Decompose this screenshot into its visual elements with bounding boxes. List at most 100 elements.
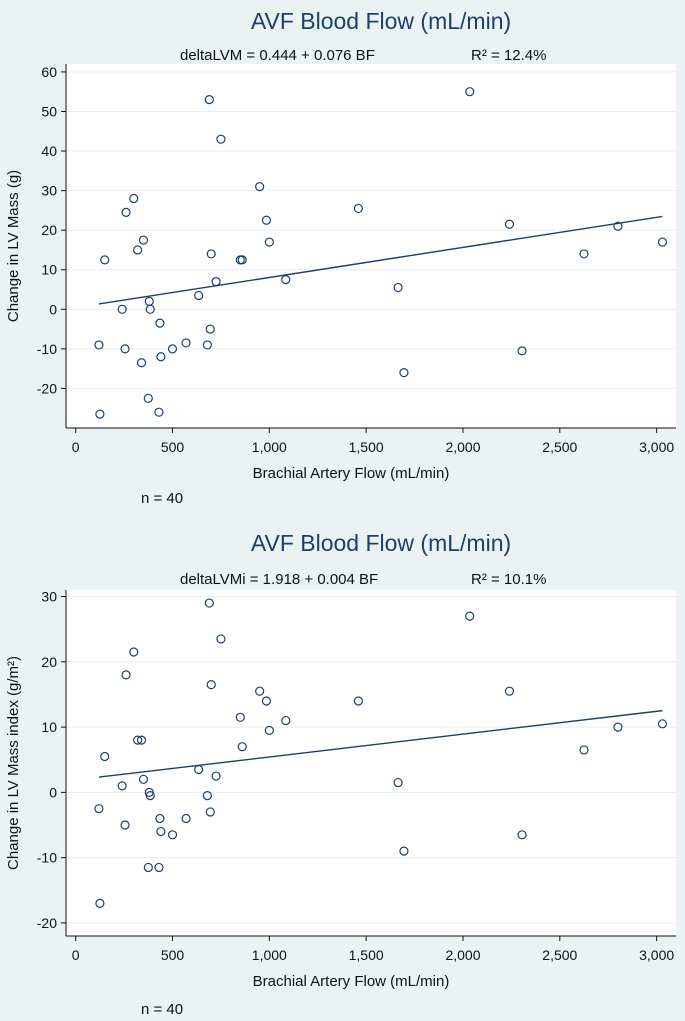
data-point (204, 95, 214, 105)
y-tick-label: 30 (41, 183, 57, 199)
data-point (465, 87, 475, 97)
data-point (117, 304, 127, 314)
regression-equation: deltaLVMi = 1.918 + 0.004 BF (180, 571, 378, 588)
data-point (264, 237, 274, 247)
y-tick-label: 50 (41, 103, 57, 119)
data-point (281, 715, 291, 726)
data-point (517, 346, 527, 356)
data-point (121, 670, 131, 680)
chart-title: AVF Blood Flow (mL/min) (251, 530, 511, 556)
data-point (94, 340, 104, 350)
chart-panel-1: AVF Blood Flow (mL/min) deltaLVM = 0.444 … (5, 8, 676, 507)
x-tick-label: 2,500 (542, 947, 577, 963)
y-tick-label: -10 (37, 341, 57, 357)
data-point (133, 735, 143, 745)
data-point (281, 275, 291, 285)
data-point (155, 813, 165, 824)
data-point (167, 830, 178, 840)
regression-equation: deltaLVM = 0.444 + 0.076 BF (180, 47, 375, 64)
data-point (138, 774, 149, 784)
data-point (579, 745, 589, 755)
data-point (216, 134, 226, 144)
fit-line (98, 215, 663, 305)
data-point (100, 751, 110, 762)
data-point (261, 215, 272, 225)
chart-panel-2: AVF Blood Flow (mL/min) deltaLVMi = 1.918… (5, 530, 676, 1018)
y-tick-label: 30 (41, 589, 57, 605)
x-tick-label: 500 (161, 947, 185, 963)
data-point (264, 725, 274, 735)
x-tick-label: 2,500 (542, 439, 577, 455)
data-point (657, 237, 668, 247)
data-point (136, 735, 147, 745)
data-point (205, 324, 215, 334)
x-axis-label: Brachial Artery Flow (mL/min) (253, 465, 450, 482)
r-squared-label: R² = 10.1% (471, 571, 546, 588)
y-tick-label: 10 (41, 719, 57, 735)
data-point (393, 282, 403, 293)
x-tick-label: 1,000 (252, 439, 287, 455)
x-tick-label: 2,000 (445, 439, 480, 455)
sample-size-label: n = 40 (141, 490, 183, 507)
data-point (100, 255, 110, 265)
data-point (504, 219, 515, 229)
fit-line (98, 709, 663, 778)
data-point (261, 696, 272, 706)
data-point (136, 358, 147, 368)
y-tick-label: -20 (37, 915, 57, 931)
data-point (94, 804, 104, 814)
plot-area (66, 64, 676, 428)
data-point (194, 764, 204, 775)
y-tick-label: 20 (41, 222, 57, 238)
data-point (211, 277, 221, 287)
y-tick-label: -10 (37, 850, 57, 866)
data-point (129, 647, 139, 657)
y-axis-label: Change in LV Mass index (g/m²) (5, 656, 22, 870)
data-point (145, 304, 155, 314)
data-point (255, 182, 265, 192)
x-tick-label: 1,500 (349, 947, 384, 963)
data-point (657, 719, 668, 729)
data-point (154, 862, 164, 873)
y-tick-label: 20 (41, 654, 57, 670)
data-point (181, 813, 191, 824)
data-point (613, 221, 623, 231)
data-point (255, 686, 265, 696)
x-tick-label: 1,500 (349, 439, 384, 455)
data-point (95, 898, 105, 908)
y-tick-label: 10 (41, 262, 57, 278)
data-point (202, 340, 212, 350)
data-point (167, 344, 178, 354)
data-point (216, 634, 226, 644)
x-tick-label: 0 (72, 439, 80, 455)
x-tick-label: 500 (161, 439, 185, 455)
data-point (237, 255, 247, 265)
y-tick-label: 0 (49, 784, 57, 800)
x-tick-label: 0 (72, 947, 80, 963)
data-point (138, 235, 149, 245)
data-point (154, 407, 164, 417)
data-point (120, 820, 130, 830)
data-point (206, 249, 216, 259)
data-point (237, 742, 247, 752)
data-point (399, 368, 409, 378)
data-point (353, 203, 364, 214)
x-tick-label: 1,000 (252, 947, 287, 963)
data-point (145, 791, 155, 801)
x-tick-label: 3,000 (639, 947, 674, 963)
data-point (399, 846, 409, 856)
y-axis-label: Change in LV Mass (g) (5, 170, 22, 322)
data-point (194, 290, 204, 301)
data-point (613, 722, 623, 732)
r-squared-label: R² = 12.4% (471, 47, 546, 64)
data-point (117, 781, 127, 791)
data-point (155, 318, 165, 328)
data-point (129, 193, 139, 204)
data-point (517, 830, 527, 840)
sample-size-label: n = 40 (141, 1001, 183, 1018)
data-point (156, 826, 166, 837)
data-point (465, 611, 475, 621)
data-point (143, 393, 153, 403)
data-point (202, 791, 212, 801)
